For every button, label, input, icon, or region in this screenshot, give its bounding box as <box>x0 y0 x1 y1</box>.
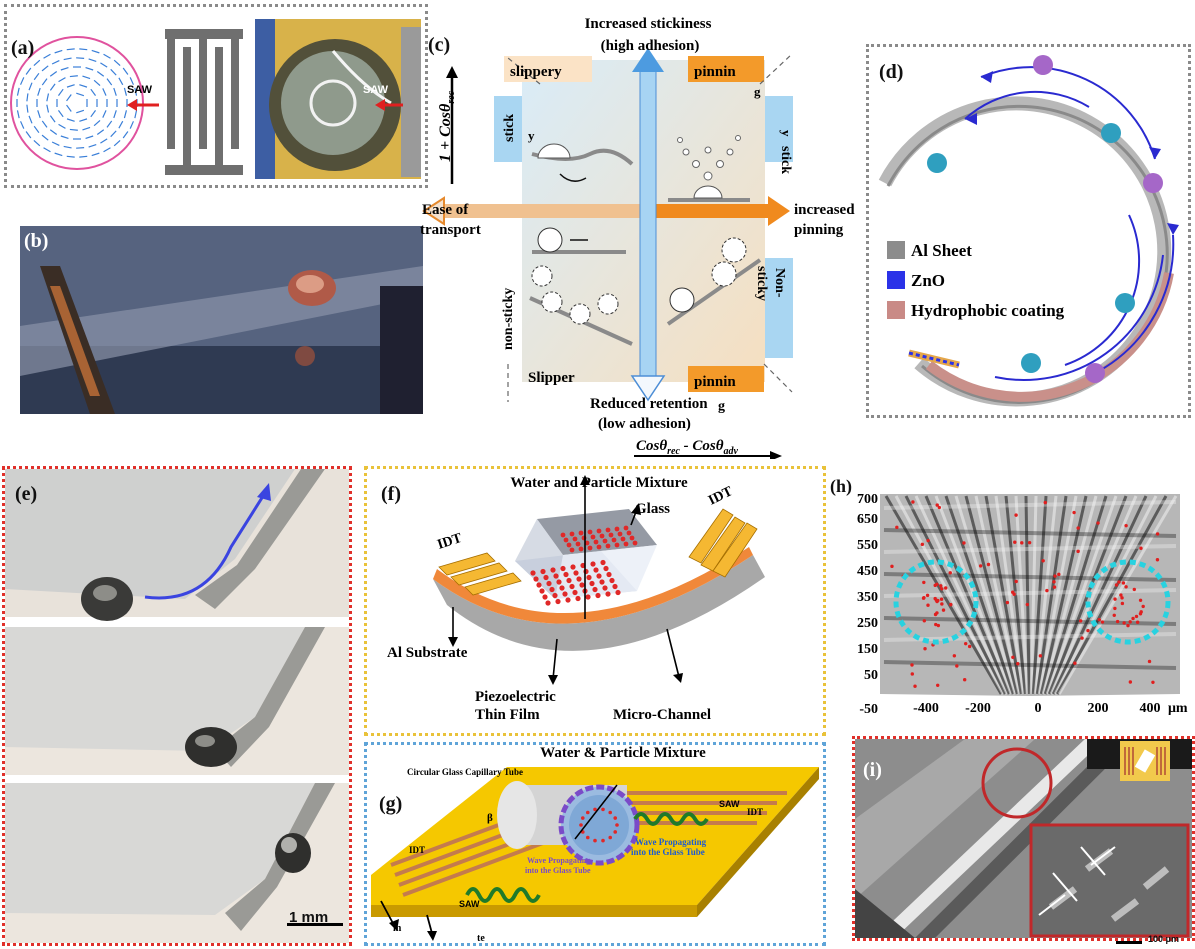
g-title: Water & Particle Mixture <box>540 745 706 761</box>
panel-a-figure: SAW SAW <box>10 19 421 179</box>
c-non-sticky-left: non-sticky <box>501 288 516 350</box>
panel-d-diagram: Al Sheet ZnO Hydrophobic coating <box>878 55 1179 407</box>
c-bottom-g: g <box>718 399 725 414</box>
g-wave-left-1: Wave Propagating <box>527 856 590 865</box>
panel-b-label: (b) <box>24 230 49 252</box>
panel-g: Water & Particle Mixture Circular Glass … <box>364 742 826 946</box>
saw-label-2: SAW <box>363 84 389 96</box>
panel-c-diagram: Increased stickiness (high adhesion) sli… <box>420 16 855 459</box>
g-wave-right-2: into the Glass Tube <box>631 847 705 857</box>
f-idt-right: IDT <box>706 484 736 509</box>
g-saw-left: SAW <box>459 899 480 909</box>
legend-zno: ZnO <box>911 271 945 290</box>
g-wave-left-2: into the Glass Tube <box>525 866 591 875</box>
legend-hydrophobic-coating: Hydrophobic coating <box>911 301 1065 320</box>
panel-b: (b) <box>20 226 423 414</box>
g-idt-right: IDT <box>747 807 763 817</box>
h-ytick-label: 350 <box>857 590 878 605</box>
panel-c-label: (c) <box>428 34 451 56</box>
f-title: Water and Particle Mixture <box>510 475 688 491</box>
panel-i-label: (i) <box>863 759 882 781</box>
c-yaxis-label: 1 + Cosθrec <box>437 90 457 162</box>
panel-e-label: (e) <box>15 483 38 505</box>
panel-c: Increased stickiness (high adhesion) sli… <box>420 4 875 459</box>
h-ytick-label: 250 <box>857 616 878 631</box>
panel-h-plot: 700 650 550 450 350 250 150 50 -50 -400 -200 0 200 4… <box>857 492 1188 717</box>
c-increased-line2: pinning <box>794 222 844 238</box>
legend-swatch-coating <box>887 301 905 319</box>
panel-b-photo <box>20 226 423 414</box>
panel-a: SAW SAW (a) <box>4 4 428 188</box>
g-m: m <box>393 923 402 934</box>
panel-e: (e) 1 mm <box>2 466 352 946</box>
h-ytick-label: -50 <box>859 702 878 717</box>
f-piezo-line1: Piezoelectric <box>475 689 556 705</box>
c-y-right: y <box>779 130 794 137</box>
c-ease-line2: transport <box>420 222 481 238</box>
h-unit: μm <box>1168 701 1188 716</box>
h-xtick-label: 0 <box>1035 701 1042 716</box>
panel-g-diagram: Water & Particle Mixture Circular Glass … <box>371 745 819 943</box>
h-ytick-label: 50 <box>864 668 878 683</box>
f-piezo-line2: Thin Film <box>475 707 540 723</box>
panel-f-diagram: Water and Particle Mixture Glass IDT IDT… <box>387 475 765 723</box>
legend-swatch-al <box>887 241 905 259</box>
g-capillary: Circular Glass Capillary Tube <box>407 767 523 777</box>
h-ytick-label: 150 <box>857 642 878 657</box>
c-stick-left: stick <box>502 114 517 142</box>
c-bottom-line1: Reduced retention <box>590 396 708 412</box>
h-ytick-label: 550 <box>857 538 878 553</box>
h-ytick-label: 700 <box>857 492 878 507</box>
c-slippery-tl: slippery <box>510 64 562 80</box>
panel-d: Al Sheet ZnO Hydrophobic coating (d) <box>866 44 1191 418</box>
panel-f-label: (f) <box>381 483 401 505</box>
panel-e-photos <box>5 469 349 943</box>
f-glass: Glass <box>635 501 670 517</box>
c-xaxis-label: Cosθrec - Cosθadv <box>636 438 739 457</box>
c-bottom-line2: (low adhesion) <box>598 416 691 432</box>
c-slipper-bl: Slipper <box>528 370 575 386</box>
legend-swatch-zno <box>887 271 905 289</box>
saw-label-1: SAW <box>127 84 153 96</box>
f-idt-left: IDT <box>436 531 465 553</box>
h-xtick-label: -200 <box>965 701 991 716</box>
c-g-tr: g <box>754 84 761 99</box>
panel-f: Water and Particle Mixture Glass IDT IDT… <box>364 466 826 736</box>
panel-i: (i) <box>852 736 1195 941</box>
f-microchannel: Micro-Channel <box>613 707 711 723</box>
c-y-left: y <box>528 128 535 143</box>
h-xtick-label: 200 <box>1088 701 1109 716</box>
g-beta: β <box>487 812 493 824</box>
c-nonsticky-right-1: Non- <box>772 268 787 298</box>
c-nonsticky-right-2: sticky <box>754 266 769 301</box>
i-scalebar-label: 100 μm <box>1148 934 1180 944</box>
h-xtick-label: 400 <box>1140 701 1161 716</box>
g-te: te <box>477 933 485 943</box>
i-scalebar <box>1116 941 1142 944</box>
legend-al-sheet: Al Sheet <box>911 241 972 260</box>
panel-a-label: (a) <box>11 37 35 59</box>
g-idt-left: IDT <box>409 845 425 855</box>
g-saw-right: SAW <box>719 799 740 809</box>
panel-i-micrograph <box>855 739 1192 938</box>
g-wave-right-1: Wave Propagating <box>635 837 707 847</box>
e-scalebar-label: 1 mm <box>289 909 329 926</box>
c-top-line1: Increased stickiness <box>585 16 712 32</box>
h-ytick-label: 650 <box>857 512 878 527</box>
h-xtick-label: -400 <box>913 701 939 716</box>
panel-d-label: (d) <box>879 61 904 83</box>
c-increased-line1: increased <box>794 202 855 218</box>
panel-h-label: (h) <box>830 476 852 496</box>
c-ease-line1: Ease of <box>422 202 469 218</box>
f-al-substrate: Al Substrate <box>387 645 468 661</box>
c-top-line2: (high adhesion) <box>601 38 700 54</box>
c-pinnin-br: pinnin <box>694 374 736 390</box>
c-pinnin-tr: pinnin <box>694 64 736 80</box>
c-stick-right: stick <box>778 146 793 174</box>
panel-h: 700 650 550 450 350 250 150 50 -50 -400 -200 0 200 4… <box>830 472 1195 720</box>
h-ytick-label: 450 <box>857 564 878 579</box>
panel-g-label: (g) <box>379 793 403 815</box>
